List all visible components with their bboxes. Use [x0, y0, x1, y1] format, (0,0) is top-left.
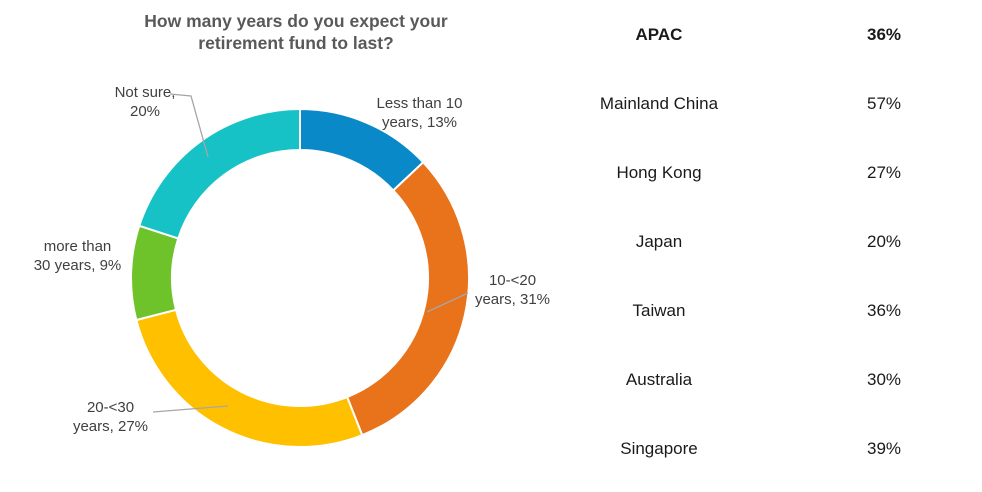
region-value: 39%: [867, 438, 902, 458]
table-row-japan: Japan 20%: [585, 207, 925, 276]
callout-more-than-30: more than 30 years, 9%: [33, 238, 122, 274]
callout-not-sure: Not sure, 20%: [114, 84, 176, 120]
leader-line-10-20: [426, 292, 469, 313]
region-value: 30%: [867, 369, 902, 389]
region-value: 36%: [867, 24, 902, 44]
chart-title: How many years do you expect your retire…: [144, 11, 448, 54]
donut-chart: [130, 93, 471, 448]
donut-segments: [130, 107, 471, 448]
region-value: 27%: [867, 162, 902, 182]
region-label: APAC: [635, 24, 683, 44]
table-row-australia: Australia 30%: [585, 345, 925, 414]
leader-line-20-30: [152, 405, 229, 413]
table-row-hong-kong: Hong Kong 27%: [585, 138, 925, 207]
table-row-taiwan: Taiwan 36%: [585, 276, 925, 345]
region-value: 57%: [867, 93, 902, 113]
table-row-apac: APAC 36%: [585, 0, 925, 69]
callout-less-than-10: Less than 10 years, 13%: [376, 95, 463, 131]
table-row-singapore: Singapore 39%: [585, 414, 925, 483]
donut-segment-4: [138, 107, 301, 240]
region-value: 20%: [867, 231, 902, 251]
region-value: 36%: [867, 300, 902, 320]
chart-area: How many years do you expect your retire…: [33, 11, 551, 448]
region-label: Mainland China: [599, 93, 719, 113]
summary-table: APAC 36% Mainland China 57% Hong Kong 27…: [585, 0, 925, 492]
region-label: Australia: [625, 369, 693, 389]
region-label: Japan: [635, 231, 683, 251]
leader-line-not-sure: [169, 93, 209, 158]
leader-lines: [152, 93, 469, 413]
callout-10-20: 10-<20 years, 31%: [474, 272, 551, 308]
region-label: Singapore: [620, 438, 698, 458]
region-label: Hong Kong: [616, 162, 702, 182]
region-label: Taiwan: [632, 300, 686, 320]
table-row-mainland-china: Mainland China 57%: [585, 69, 925, 138]
callout-20-30: 20-<30 years, 27%: [72, 399, 149, 435]
